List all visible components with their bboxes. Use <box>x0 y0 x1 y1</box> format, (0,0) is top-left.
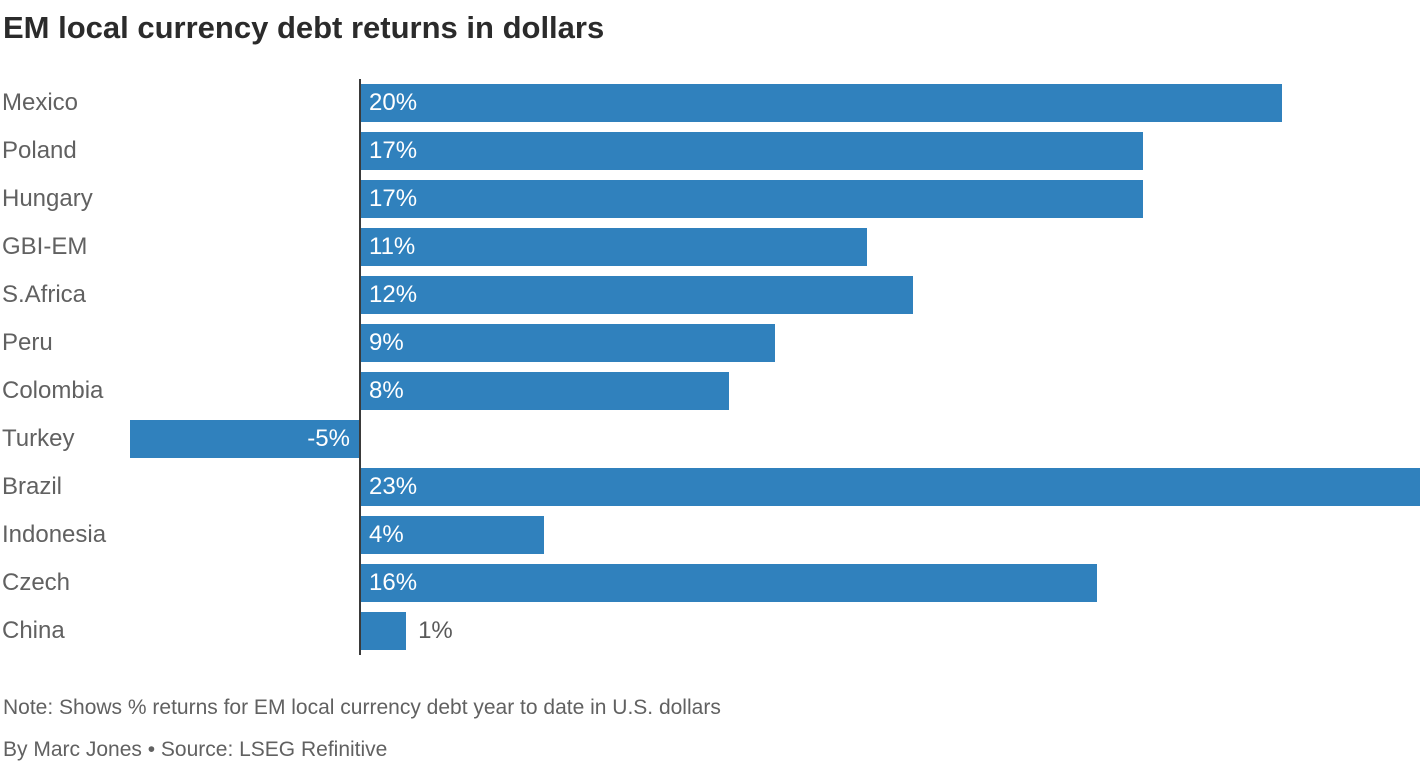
category-label: China <box>2 617 65 644</box>
axis-line <box>359 79 361 655</box>
chart-row: Mexico 20% <box>0 79 1420 127</box>
chart-row: Brazil 23% <box>0 463 1420 511</box>
category-label: Indonesia <box>2 521 107 548</box>
category-label: Turkey <box>2 425 75 452</box>
category-label: Czech <box>2 569 71 596</box>
value-label: 23% <box>369 473 418 500</box>
category-label: Hungary <box>2 185 93 212</box>
note-text: Note: Shows % returns for EM local curre… <box>3 696 721 719</box>
category-label: S.Africa <box>2 281 87 308</box>
value-label: 17% <box>369 137 418 164</box>
bar: -5% <box>129 420 360 458</box>
value-label: 17% <box>369 185 418 212</box>
value-label: 1% <box>418 617 453 644</box>
chart-row: Indonesia 4% <box>0 511 1420 559</box>
chart-row: Hungary 17% <box>0 175 1420 223</box>
chart-row: S.Africa 12% <box>0 271 1420 319</box>
bar: 11% <box>360 228 867 266</box>
bar-chart: Mexico 20% Poland 17% Hungary 17% GBI-EM 11% S.A… <box>0 79 1420 655</box>
value-label: 4% <box>369 521 404 548</box>
value-label: 9% <box>369 329 404 356</box>
bar: 20% <box>360 84 1282 122</box>
category-label: Peru <box>2 329 53 356</box>
category-label: Mexico <box>2 89 79 116</box>
bar <box>360 612 407 650</box>
bar: 12% <box>360 276 914 314</box>
chart-row: Czech 16% <box>0 559 1420 607</box>
value-label: 20% <box>369 89 418 116</box>
chart-row: China 1% <box>0 607 1420 655</box>
value-label: 16% <box>369 569 418 596</box>
chart-row: Poland 17% <box>0 127 1420 175</box>
category-label: Colombia <box>2 377 104 404</box>
chart-row: Peru 9% <box>0 319 1420 367</box>
chart-row: GBI-EM 11% <box>0 223 1420 271</box>
bar: 17% <box>360 180 1144 218</box>
bar: 23% <box>360 468 1420 506</box>
bar: 16% <box>360 564 1098 602</box>
chart-row: Turkey -5% <box>0 415 1420 463</box>
byline-text: By Marc Jones • Source: LSEG Refinitive <box>3 738 388 761</box>
bar: 8% <box>360 372 729 410</box>
category-label: GBI-EM <box>2 233 88 260</box>
bar: 4% <box>360 516 545 554</box>
bar: 9% <box>360 324 775 362</box>
chart-title: EM local currency debt returns in dollar… <box>3 10 605 45</box>
value-label: 11% <box>369 233 416 260</box>
value-label: -5% <box>307 425 350 452</box>
chart-row: Colombia 8% <box>0 367 1420 415</box>
value-label: 8% <box>369 377 404 404</box>
bar: 17% <box>360 132 1144 170</box>
value-label: 12% <box>369 281 418 308</box>
category-label: Brazil <box>2 473 63 500</box>
category-label: Poland <box>2 137 77 164</box>
